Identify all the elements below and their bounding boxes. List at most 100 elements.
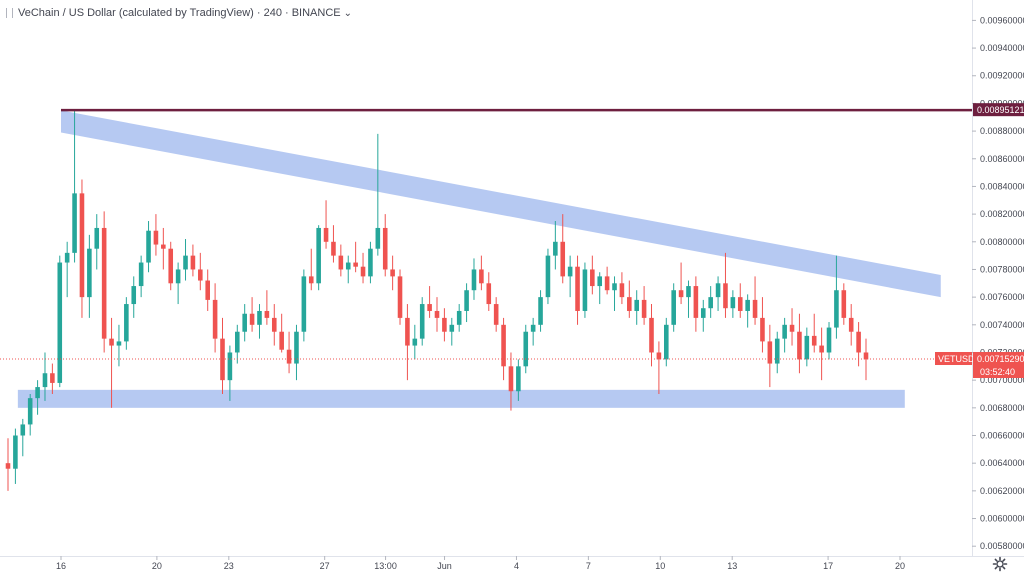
price-axis: 0.009600000.009400000.009200000.00900000… bbox=[972, 0, 1024, 556]
x-tick-label: 7 bbox=[586, 561, 591, 571]
y-tick-label: 0.00640000 bbox=[980, 458, 1024, 468]
y-tick-label: 0.00600000 bbox=[980, 514, 1024, 524]
candle-body bbox=[841, 290, 847, 318]
candle-body bbox=[168, 248, 174, 284]
y-tick-label: 0.00780000 bbox=[980, 264, 1024, 274]
candle-body bbox=[708, 297, 713, 309]
resistance-price-tag bbox=[973, 103, 1024, 117]
candle-body bbox=[826, 327, 832, 353]
candle-body bbox=[405, 317, 410, 346]
candle-body bbox=[87, 248, 92, 298]
last-price-tag bbox=[973, 352, 1024, 379]
countdown-text: 03:52:40 bbox=[980, 367, 1015, 377]
candle-body bbox=[286, 349, 292, 364]
candle-body bbox=[249, 313, 255, 325]
y-tick-label: 0.00840000 bbox=[980, 181, 1024, 191]
candle-body bbox=[175, 269, 181, 284]
candle-body bbox=[567, 266, 573, 277]
candle-body bbox=[57, 262, 63, 383]
x-tick-label: 13 bbox=[727, 561, 737, 571]
candle-body bbox=[649, 317, 654, 353]
candle-body bbox=[715, 283, 721, 298]
candle-body bbox=[693, 286, 699, 318]
y-tick-label: 0.00960000 bbox=[980, 15, 1024, 25]
candle-body bbox=[323, 227, 329, 242]
candle-body bbox=[737, 297, 743, 311]
candle-body bbox=[242, 313, 247, 332]
candle-body bbox=[5, 463, 11, 469]
price-tags: 0.00895121 VETUSD 0.00715290 03:52:40 bbox=[935, 103, 1024, 379]
candle-body bbox=[745, 299, 750, 311]
candle-body bbox=[523, 331, 529, 367]
candle-body bbox=[597, 276, 603, 287]
candle-body bbox=[575, 266, 580, 311]
candle-body bbox=[190, 255, 196, 270]
candle-body bbox=[368, 248, 373, 277]
x-tick-label: 27 bbox=[320, 561, 330, 571]
candle-body bbox=[27, 398, 33, 425]
candle-body bbox=[508, 366, 514, 392]
last-price-text: 0.00715290 bbox=[977, 354, 1024, 364]
candle-body bbox=[161, 244, 166, 249]
candle-body bbox=[553, 241, 558, 256]
candle-body bbox=[723, 283, 728, 309]
settings-gear-icon[interactable] bbox=[992, 556, 1008, 572]
candle-body bbox=[138, 262, 144, 287]
candle-body bbox=[50, 373, 55, 383]
candle-body bbox=[183, 255, 188, 270]
symbol-title[interactable]: VeChain / US Dollar (calculated by Tradi… bbox=[18, 7, 341, 19]
symbol-label-tag bbox=[935, 352, 972, 366]
candle-body bbox=[619, 283, 625, 298]
candle-body bbox=[471, 269, 477, 291]
candle-body bbox=[700, 308, 706, 318]
candle-body bbox=[678, 290, 684, 298]
candle-body bbox=[338, 255, 344, 270]
x-tick-label: Jun bbox=[437, 561, 452, 571]
candle-body bbox=[212, 299, 218, 339]
candle-body bbox=[264, 310, 270, 318]
candle-body bbox=[109, 338, 114, 346]
candle-body bbox=[464, 290, 469, 311]
candle-body bbox=[124, 304, 129, 342]
candle-body bbox=[345, 262, 351, 270]
trend-bands bbox=[17, 110, 941, 408]
candle-body bbox=[538, 297, 543, 325]
chart-header: VeChain / US Dollar (calculated by Tradi… bbox=[6, 5, 352, 21]
candle-body bbox=[641, 299, 647, 318]
x-tick-label: 10 bbox=[655, 561, 665, 571]
candle-body bbox=[375, 227, 381, 249]
candle-body bbox=[427, 304, 432, 311]
candle-body bbox=[205, 280, 210, 300]
candle-body bbox=[501, 324, 506, 367]
candle-body bbox=[64, 252, 70, 263]
descending-resistance-band bbox=[61, 110, 941, 298]
chevron-down-icon[interactable]: ⌄ bbox=[343, 7, 352, 19]
candle-body bbox=[804, 335, 810, 360]
candle-body bbox=[590, 269, 595, 287]
price-lines bbox=[0, 108, 972, 360]
x-tick-label: 20 bbox=[895, 561, 905, 571]
y-tick-label: 0.00800000 bbox=[980, 237, 1024, 247]
x-tick-label: 13:00 bbox=[374, 561, 397, 571]
candle-body bbox=[767, 341, 773, 364]
candle-body bbox=[316, 227, 321, 284]
drag-handle-icon[interactable] bbox=[6, 8, 13, 18]
candle-body bbox=[634, 299, 639, 311]
candle-body bbox=[279, 331, 284, 350]
candle-body bbox=[582, 269, 588, 311]
candle-body bbox=[101, 227, 107, 339]
candle-body bbox=[235, 331, 240, 353]
candle-body bbox=[308, 276, 314, 284]
y-tick-label: 0.00580000 bbox=[980, 541, 1024, 551]
x-tick-label: 17 bbox=[823, 561, 833, 571]
candle-body bbox=[146, 230, 151, 263]
x-tick-label: 20 bbox=[152, 561, 162, 571]
candle-body bbox=[811, 335, 817, 346]
candle-body bbox=[848, 317, 854, 332]
candle-body bbox=[782, 324, 787, 339]
candle-body bbox=[153, 230, 159, 245]
candle-body bbox=[442, 317, 447, 332]
candle-body bbox=[686, 286, 691, 298]
symbol-label-text: VETUSD bbox=[938, 354, 975, 364]
